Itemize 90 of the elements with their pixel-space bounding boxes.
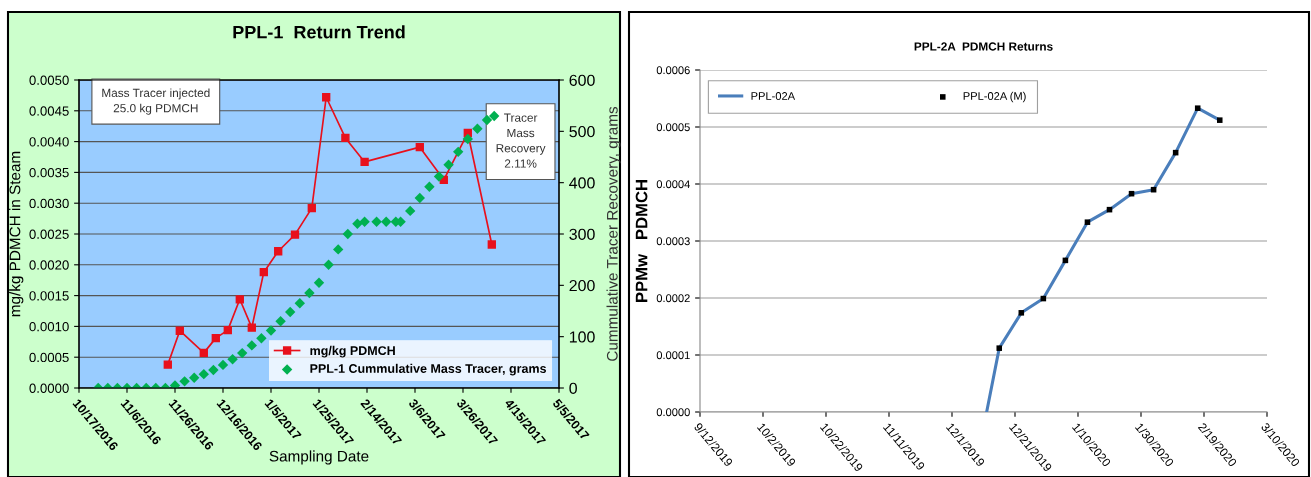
point — [415, 142, 424, 152]
point — [246, 340, 257, 351]
y-tick-label: 0.0004 — [656, 180, 690, 189]
point — [487, 240, 496, 249]
y-tick-label: 0.0035 — [29, 167, 69, 178]
chart-title: PPL-2A PDMCH Returns — [914, 42, 1053, 51]
y2-tick-label: 400 — [569, 177, 595, 189]
point — [371, 216, 382, 227]
point — [304, 287, 315, 299]
point — [341, 133, 350, 143]
chart-title: PPL-1 Return Trend — [233, 25, 405, 39]
y-tick-label: 0.0020 — [29, 260, 69, 270]
annotation: Mass Tracer injected 25.0 kg PDMCH — [102, 88, 210, 115]
legend-label: PPL-02A (M) — [963, 91, 1026, 103]
point — [259, 268, 268, 277]
point — [453, 146, 464, 158]
point — [323, 259, 334, 270]
point — [313, 277, 325, 288]
y2-tick-label: 200 — [569, 279, 595, 292]
y-tick-label: 0.0005 — [29, 352, 69, 363]
y-axis-title: mg/kg PDMCH in Steam — [9, 151, 24, 317]
point — [996, 345, 1003, 351]
point — [424, 181, 435, 192]
y2-axis-title: Cummulative Tracer Recovery, grams — [606, 106, 621, 361]
y-tick-label: 0.0045 — [29, 106, 69, 116]
point — [1084, 219, 1091, 225]
x-axis-title: Sampling Date — [269, 450, 369, 465]
point — [274, 247, 283, 256]
y-tick-label: 0.0000 — [656, 408, 690, 417]
point — [247, 323, 256, 332]
point — [211, 333, 220, 343]
point — [462, 133, 473, 145]
y2-tick-label: 0 — [569, 382, 577, 394]
point — [199, 348, 208, 358]
point — [1216, 117, 1223, 123]
point — [163, 360, 172, 369]
point — [275, 316, 286, 327]
point — [322, 93, 331, 102]
point — [227, 354, 238, 365]
point — [198, 368, 209, 380]
point — [472, 123, 483, 134]
annotation: Tracer Mass Recovery 2.11% — [496, 113, 546, 168]
point — [1018, 310, 1025, 316]
point — [208, 364, 219, 376]
point — [489, 110, 500, 122]
y-tick-label: 0.0006 — [656, 66, 690, 75]
y-tick-label: 0.0001 — [656, 351, 690, 360]
y2-tick-label: 600 — [569, 74, 595, 86]
point — [175, 326, 184, 335]
point — [405, 205, 416, 217]
point — [307, 203, 316, 213]
point — [342, 228, 353, 240]
point — [285, 306, 296, 318]
point — [223, 325, 232, 335]
point — [443, 159, 454, 170]
point — [294, 298, 305, 309]
y2-tick-label: 500 — [569, 125, 595, 138]
point — [179, 376, 190, 387]
y-tick-label: 0.0025 — [29, 229, 69, 239]
y-axis-title: PPMw PDMCH — [635, 180, 648, 302]
y-tick-label: 0.0003 — [656, 237, 690, 246]
y2-tick-label: 300 — [569, 228, 595, 240]
y-tick-label: 0.0000 — [29, 383, 69, 393]
y-tick-label: 0.0040 — [29, 137, 69, 147]
point — [481, 114, 493, 126]
point — [256, 333, 267, 344]
point — [290, 230, 300, 239]
point — [189, 372, 200, 383]
point — [217, 359, 229, 371]
y2-tick-label: 100 — [569, 331, 595, 343]
point — [265, 325, 277, 336]
y-tick-label: 0.0010 — [29, 321, 69, 332]
point — [359, 216, 370, 227]
point — [433, 171, 445, 182]
legend-label: PPL-1 Cummulative Mass Tracer, grams — [310, 363, 546, 376]
point — [352, 218, 363, 229]
y-tick-label: 0.0050 — [29, 75, 69, 85]
point — [381, 216, 392, 227]
point — [235, 295, 244, 304]
point — [1194, 105, 1201, 111]
legend-label: mg/kg PDMCH — [310, 345, 395, 358]
point — [414, 192, 425, 204]
y-tick-label: 0.0015 — [29, 291, 69, 301]
y-tick-label: 0.0030 — [29, 198, 69, 209]
y-tick-label: 0.0002 — [656, 294, 690, 303]
point — [333, 244, 344, 255]
y-tick-label: 0.0005 — [656, 123, 690, 132]
point — [360, 157, 369, 167]
legend-label: PPL-02A — [751, 92, 796, 100]
point — [237, 347, 248, 359]
